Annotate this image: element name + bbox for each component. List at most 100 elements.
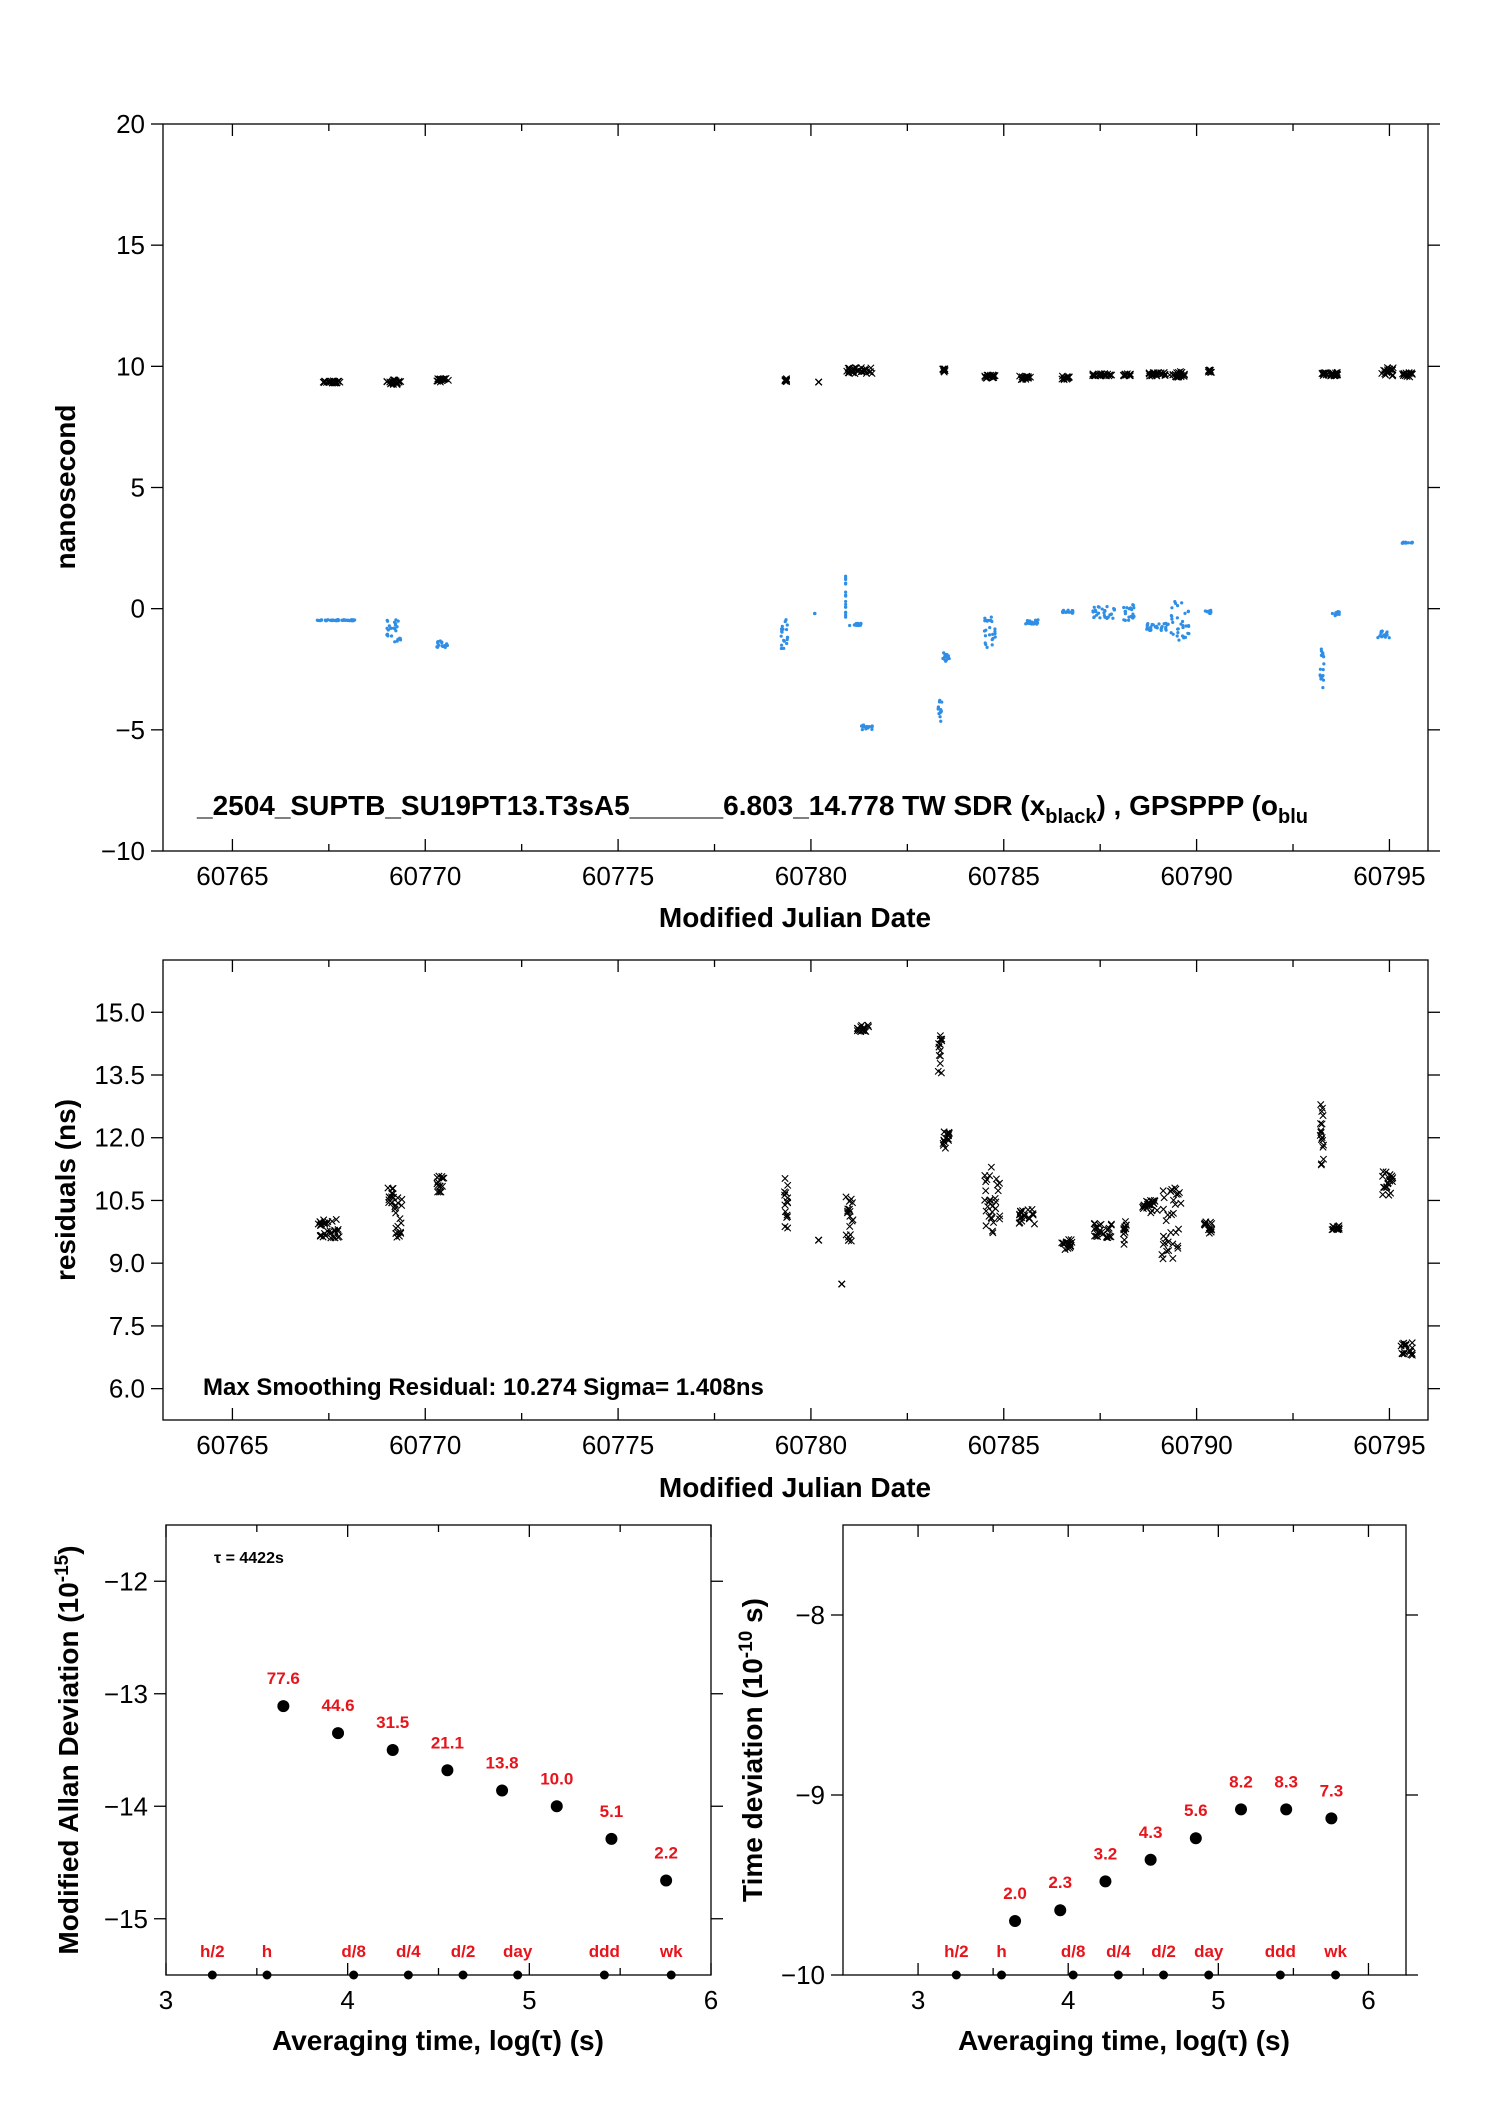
gpsppp-point <box>779 646 784 651</box>
point-value-label: 5.1 <box>600 1802 624 1821</box>
gpsppp-point <box>983 616 987 620</box>
tw-sdr-point <box>846 1222 854 1231</box>
gpsppp-point <box>1181 623 1185 628</box>
tw-sdr-point <box>438 1174 447 1182</box>
x-tick-label: 60765 <box>196 861 268 891</box>
tw-sdr-point <box>780 1188 789 1196</box>
tw-sdr-point <box>1177 1199 1185 1207</box>
y-tick-label: 10.5 <box>94 1185 145 1215</box>
averaging-marker <box>349 1970 359 1980</box>
tw-sdr-point <box>982 1222 990 1230</box>
tw-sdr-point <box>394 1194 402 1202</box>
tw-sdr-point <box>1380 1183 1389 1192</box>
gpsppp-point <box>985 645 989 649</box>
averaging-marker-label: wk <box>659 1942 683 1961</box>
tw-sdr-point <box>1317 1160 1326 1168</box>
tw-sdr-point <box>434 1181 442 1190</box>
data-marks <box>314 1021 1416 1359</box>
gpsppp-point <box>1130 616 1134 620</box>
tw-sdr-point <box>435 1188 443 1196</box>
tw-sdr-point <box>845 1205 853 1213</box>
averaging-marker-label: h/2 <box>200 1942 225 1961</box>
x-tick-label: 5 <box>522 1985 536 2015</box>
gpsppp-point <box>779 634 783 638</box>
averaging-marker-label: d/2 <box>1151 1942 1176 1961</box>
tw-sdr-point <box>1335 1222 1343 1230</box>
deviation-point <box>550 1800 563 1813</box>
gpsppp-point <box>1187 624 1191 629</box>
tw-sdr-point <box>332 1215 340 1224</box>
tw-sdr-point <box>941 1144 950 1152</box>
gpsppp-point <box>1061 610 1065 614</box>
averaging-marker-label: day <box>1194 1942 1224 1961</box>
tw-sdr-point <box>1379 1191 1387 1199</box>
x-axis-label: Averaging time, log(τ) (s) <box>272 2025 604 2056</box>
y-tick-labels: −10 −5 0 5 10 15 20 <box>101 109 145 866</box>
tw-sdr-point <box>842 1231 850 1239</box>
tw-sdr-point <box>987 1163 995 1171</box>
gpsppp-point <box>844 602 848 606</box>
tw-sdr-point <box>1159 1187 1167 1195</box>
tw-sdr-point <box>383 377 391 385</box>
averaging-marker <box>666 1970 676 1980</box>
tw-sdr-point <box>1064 374 1072 382</box>
tw-sdr-point <box>329 1233 337 1241</box>
x-tick-label: 60780 <box>775 1430 847 1460</box>
gpsppp-point <box>1183 611 1187 615</box>
x-tick-label: 60790 <box>1160 861 1232 891</box>
tw-sdr-point <box>936 1047 944 1055</box>
tw-sdr-point <box>940 368 948 376</box>
x-axis-label: Averaging time, log(τ) (s) <box>958 2025 1290 2056</box>
tw-sdr-point <box>316 1231 324 1240</box>
tw-sdr-point <box>1026 373 1035 381</box>
y-tick-label: 9.0 <box>109 1248 145 1278</box>
plot-annotation: _2504_SUPTB_SU19PT13.T3sA5______6.803_14… <box>196 790 1308 828</box>
tw-sdr-point <box>1017 1208 1025 1216</box>
gpsppp-point <box>813 611 817 616</box>
tw-sdr-point <box>1169 1196 1178 1204</box>
gpsppp-point <box>1318 667 1322 671</box>
gpsppp-point <box>944 658 949 662</box>
gpsppp-point <box>1170 617 1174 621</box>
gpsppp-point <box>1164 625 1168 629</box>
tw-sdr-point <box>436 1182 444 1190</box>
point-value-label: 2.0 <box>1003 1884 1027 1903</box>
point-value-label: 77.6 <box>267 1669 300 1688</box>
gpsppp-point <box>1104 615 1109 620</box>
ticks <box>831 1525 1418 1976</box>
deviation-point <box>1054 1904 1067 1917</box>
gpsppp-point <box>1334 611 1338 615</box>
tw-sdr-point <box>1063 373 1071 381</box>
gpsppp-point <box>993 629 997 634</box>
tw-sdr-point <box>1382 1168 1390 1176</box>
deviation-point <box>277 1700 290 1713</box>
gpsppp-point <box>1184 624 1188 628</box>
tw-sdr-point <box>1398 1350 1407 1358</box>
y-tick-label: −10 <box>101 836 145 866</box>
gpsppp-point <box>937 700 942 704</box>
x-tick-label: 60795 <box>1353 1430 1425 1460</box>
gpsppp-point <box>785 641 789 646</box>
tw-sdr-point <box>996 1212 1004 1220</box>
averaging-marker-label: h <box>262 1942 272 1961</box>
tw-sdr-point <box>940 366 948 374</box>
gpsppp-point <box>844 594 848 598</box>
tw-sdr-point <box>395 377 403 385</box>
tw-sdr-point <box>1166 371 1174 379</box>
gpsppp-point <box>988 625 992 630</box>
x-tick-label: 3 <box>159 1985 173 2015</box>
gpsppp-point <box>858 623 862 627</box>
tw-sdr-point <box>1398 370 1407 378</box>
gpsppp-point <box>1035 622 1039 626</box>
tw-sdr-point <box>335 1233 343 1241</box>
gpsppp-point <box>1132 606 1136 610</box>
averaging-marker <box>262 1970 272 1980</box>
gpsppp-point <box>1033 618 1038 622</box>
averaging-marker-label: d/4 <box>1106 1942 1131 1961</box>
tw-sdr-point <box>437 1188 445 1196</box>
tw-sdr-point <box>1028 1205 1036 1214</box>
gpsppp-point <box>1127 618 1131 622</box>
tw-sdr-point <box>838 1280 846 1288</box>
gpsppp-point <box>395 625 399 629</box>
gpsppp-point <box>436 645 440 649</box>
